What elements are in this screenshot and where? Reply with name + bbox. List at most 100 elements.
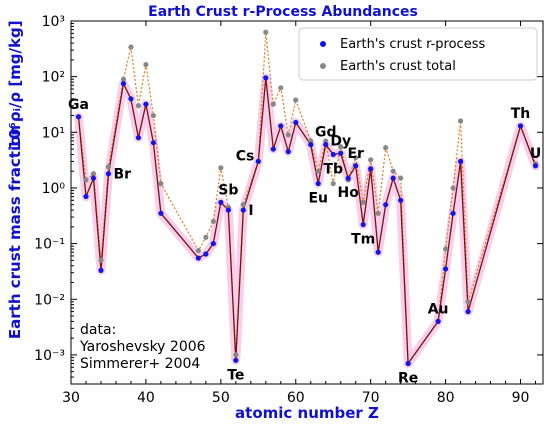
point-r-process bbox=[443, 266, 449, 272]
point-total bbox=[398, 175, 404, 181]
point-total bbox=[270, 101, 276, 107]
point-total bbox=[128, 44, 134, 50]
point-total bbox=[338, 144, 344, 150]
element-label-te: Te bbox=[227, 367, 244, 383]
point-total bbox=[83, 177, 89, 183]
y-tick-label: 10² bbox=[42, 70, 65, 86]
y-axis-label-line2: 10⁶ρᵢ/ρ [mg/kg] bbox=[6, 20, 24, 149]
point-r-process bbox=[120, 81, 127, 87]
point-total bbox=[390, 168, 396, 174]
point-total bbox=[90, 171, 97, 177]
legend-marker-r-process bbox=[320, 41, 326, 47]
element-label-th: Th bbox=[511, 106, 531, 122]
x-tick-label: 40 bbox=[137, 390, 155, 406]
point-total bbox=[143, 61, 149, 68]
point-r-process bbox=[285, 148, 291, 155]
point-r-process bbox=[278, 123, 284, 129]
point-r-process bbox=[143, 101, 149, 107]
point-r-process bbox=[345, 175, 351, 181]
series-points bbox=[75, 29, 539, 367]
point-total bbox=[368, 157, 374, 163]
element-label-eu: Eu bbox=[308, 191, 328, 207]
point-total bbox=[383, 145, 389, 151]
element-label-br: Br bbox=[113, 167, 131, 183]
point-r-process bbox=[128, 96, 134, 102]
element-label-au: Au bbox=[428, 301, 449, 317]
point-r-process bbox=[255, 158, 261, 164]
y-tick-label: 10⁰ bbox=[42, 181, 66, 197]
point-r-process bbox=[135, 135, 142, 141]
point-total bbox=[263, 29, 269, 35]
element-label-cs: Cs bbox=[236, 148, 255, 164]
point-r-process bbox=[293, 119, 299, 126]
point-total bbox=[465, 299, 471, 305]
point-r-process bbox=[360, 221, 366, 228]
point-total bbox=[323, 138, 329, 144]
point-r-process bbox=[263, 75, 269, 81]
x-axis-ticks: 30 40 50 60 70 80 90 bbox=[62, 21, 537, 406]
point-r-process bbox=[465, 308, 471, 315]
element-label-dy: Dy bbox=[330, 133, 351, 149]
point-r-process bbox=[308, 142, 314, 148]
annotation-line-3: Simmerer+ 2004 bbox=[80, 356, 200, 372]
legend-label-total: Earth's crust total bbox=[340, 59, 456, 74]
point-total bbox=[240, 202, 246, 208]
x-tick-label: 30 bbox=[62, 390, 80, 406]
point-total bbox=[150, 112, 157, 119]
x-tick-label: 90 bbox=[512, 390, 530, 406]
point-r-process bbox=[83, 193, 89, 200]
x-tick-label: 70 bbox=[362, 390, 380, 406]
point-r-process bbox=[90, 175, 97, 181]
legend-marker-total bbox=[320, 63, 326, 69]
y-tick-label: 10⁻³ bbox=[34, 348, 65, 364]
point-total bbox=[450, 185, 456, 191]
point-total bbox=[218, 165, 224, 171]
point-total bbox=[158, 180, 164, 187]
element-label-i: I bbox=[248, 203, 253, 219]
point-total bbox=[353, 155, 359, 161]
point-total bbox=[210, 218, 216, 225]
point-r-process bbox=[532, 163, 539, 169]
element-label-gd: Gd bbox=[315, 125, 337, 141]
element-label-ga: Ga bbox=[68, 97, 89, 113]
point-r-process bbox=[195, 255, 201, 261]
point-total bbox=[360, 199, 366, 205]
element-label-tb: Tb bbox=[323, 161, 343, 177]
point-total bbox=[233, 352, 239, 358]
y-axis-ticks: 10⁻³ 10⁻² 10⁻¹ 10⁰ 10¹ 10² 10³ bbox=[34, 14, 543, 385]
point-total bbox=[293, 97, 299, 103]
element-label-ho: Ho bbox=[338, 185, 360, 201]
point-r-process bbox=[218, 199, 224, 205]
point-r-process bbox=[457, 158, 464, 164]
point-r-process bbox=[323, 142, 329, 148]
point-r-process bbox=[383, 202, 389, 208]
element-label-tm: Tm bbox=[351, 232, 375, 248]
point-r-process bbox=[150, 140, 157, 146]
point-r-process bbox=[315, 180, 321, 187]
y-tick-label: 10¹ bbox=[42, 125, 65, 141]
point-r-process bbox=[105, 171, 112, 177]
point-total bbox=[195, 247, 201, 254]
point-r-process bbox=[203, 251, 209, 257]
chart-title: Earth Crust r-Process Abundances bbox=[148, 4, 418, 20]
point-total bbox=[308, 138, 314, 144]
point-r-process bbox=[450, 210, 456, 216]
annotation-line-1: data: bbox=[80, 322, 116, 338]
point-r-process bbox=[98, 267, 104, 273]
point-r-process bbox=[330, 151, 336, 158]
y-tick-label: 10⁻² bbox=[34, 292, 65, 308]
point-total bbox=[443, 246, 449, 252]
point-total bbox=[203, 234, 209, 240]
point-r-process bbox=[405, 360, 411, 367]
point-total bbox=[98, 257, 104, 263]
point-r-process bbox=[75, 114, 82, 120]
point-r-process bbox=[353, 163, 359, 169]
y-tick-label: 10³ bbox=[42, 14, 65, 30]
point-total bbox=[105, 164, 112, 170]
x-axis-label: atomic number Z bbox=[235, 404, 379, 422]
point-r-process bbox=[225, 207, 231, 213]
annotation-line-2: Yaroshevsky 2006 bbox=[79, 339, 206, 355]
